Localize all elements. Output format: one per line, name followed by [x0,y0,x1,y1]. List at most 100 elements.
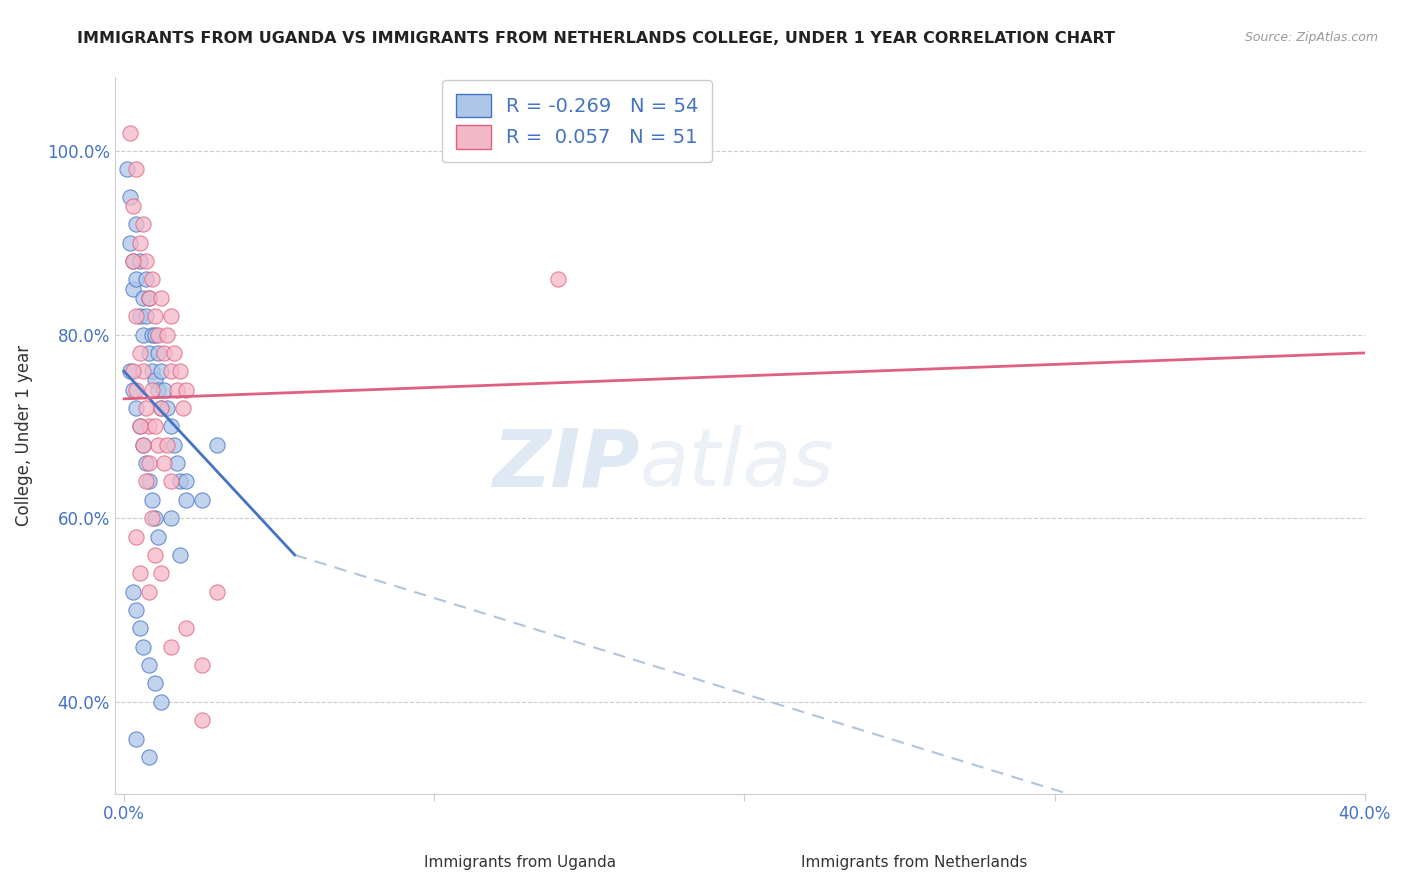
Point [141,364,163,378]
Point [148,383,170,397]
Point [120,235,142,250]
Point [131,291,153,305]
Point [150,401,173,415]
Point [135,254,157,268]
Point [122,199,145,213]
Point [150,401,173,415]
Point [128,566,150,581]
Point [156,401,179,415]
Point [128,621,150,635]
Point [120,190,142,204]
Point [125,603,148,617]
Point [148,346,170,360]
Point [150,695,173,709]
Point [131,438,153,452]
Point [174,492,197,507]
Point [138,475,160,489]
Point [141,511,163,525]
Text: ZIP: ZIP [492,425,640,503]
Point [150,566,173,581]
Point [128,309,150,323]
Point [138,291,160,305]
Point [131,438,153,452]
Point [143,309,166,323]
Point [131,364,153,378]
Point [143,374,166,388]
Point [174,621,197,635]
Point [148,530,170,544]
Point [135,309,157,323]
Point [125,401,148,415]
Point [169,364,191,378]
Text: atlas: atlas [640,425,835,503]
Point [159,640,181,654]
Point [163,438,186,452]
Point [122,254,145,268]
Point [143,548,166,562]
Y-axis label: College, Under 1 year: College, Under 1 year [15,345,32,526]
Point [141,327,163,342]
Point [125,272,148,286]
Point [153,456,176,470]
Point [131,640,153,654]
Point [159,364,181,378]
Point [547,272,569,286]
Point [163,346,186,360]
Point [141,272,163,286]
Point [138,291,160,305]
Point [122,282,145,296]
Point [135,475,157,489]
Point [156,327,179,342]
Text: Source: ZipAtlas.com: Source: ZipAtlas.com [1244,31,1378,45]
Point [156,438,179,452]
Point [190,492,212,507]
Point [150,291,173,305]
Point [153,346,176,360]
Point [125,309,148,323]
Point [174,383,197,397]
Point [148,438,170,452]
Point [159,309,181,323]
Point [138,419,160,434]
Point [150,364,173,378]
Point [122,364,145,378]
Point [166,383,188,397]
Point [125,731,148,746]
Point [138,658,160,673]
Point [166,456,188,470]
Point [169,548,191,562]
Point [148,327,170,342]
Point [120,364,142,378]
Point [135,456,157,470]
Point [138,456,160,470]
Point [131,327,153,342]
Point [128,235,150,250]
Point [190,658,212,673]
Point [143,419,166,434]
Point [143,511,166,525]
Point [135,272,157,286]
Point [153,383,176,397]
Point [128,419,150,434]
Point [125,530,148,544]
Point [128,419,150,434]
Point [131,218,153,232]
Point [205,438,228,452]
Point [122,254,145,268]
Text: Immigrants from Netherlands: Immigrants from Netherlands [800,855,1028,870]
Point [190,713,212,727]
Point [172,401,194,415]
Point [205,584,228,599]
Point [125,383,148,397]
Point [122,584,145,599]
Point [125,218,148,232]
Point [115,162,138,177]
Point [141,383,163,397]
Point [135,401,157,415]
Point [138,346,160,360]
Point [125,162,148,177]
Point [128,346,150,360]
Legend: R = -0.269   N = 54, R =  0.057   N = 51: R = -0.269 N = 54, R = 0.057 N = 51 [443,80,713,162]
Point [174,475,197,489]
Point [128,254,150,268]
